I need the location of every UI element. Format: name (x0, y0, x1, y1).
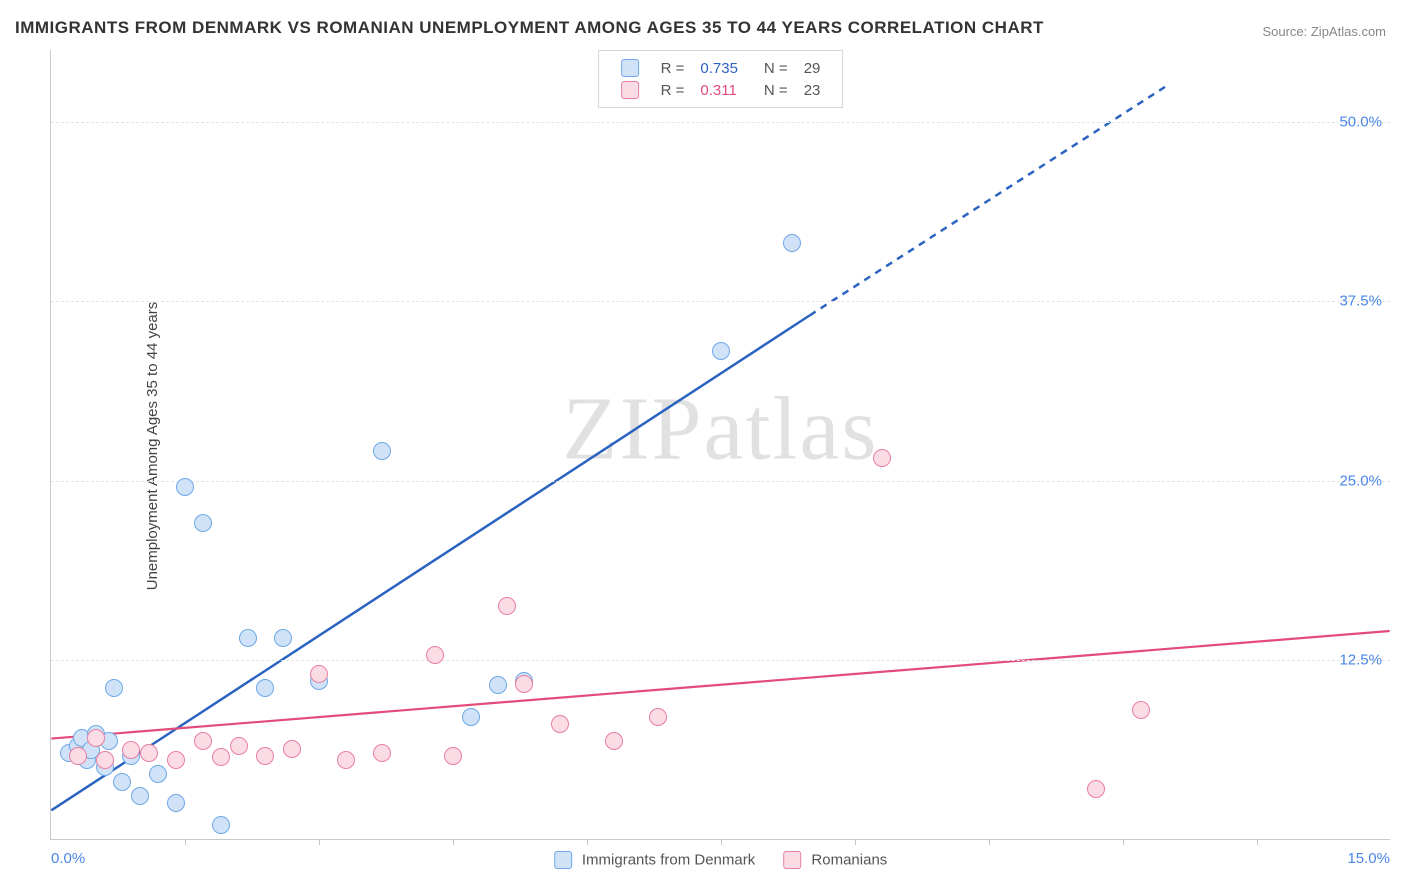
point-denmark (212, 816, 230, 834)
gridline-h (51, 660, 1390, 661)
point-romanian (1132, 701, 1150, 719)
x-tick-minor (855, 839, 856, 845)
point-romanian (87, 729, 105, 747)
point-romanian (444, 747, 462, 765)
source-attribution: Source: ZipAtlas.com (1262, 24, 1386, 39)
y-tick-label: 25.0% (1339, 472, 1382, 489)
point-denmark (239, 629, 257, 647)
x-tick-minor (185, 839, 186, 845)
point-romanian (230, 737, 248, 755)
correlation-legend: R =0.735N =29R =0.311N =23 (598, 50, 844, 108)
point-denmark (274, 629, 292, 647)
gridline-h (51, 481, 1390, 482)
point-romanian (873, 449, 891, 467)
point-romanian (551, 715, 569, 733)
point-denmark (105, 679, 123, 697)
point-romanian (283, 740, 301, 758)
legend-label: Romanians (807, 852, 887, 869)
gridline-h (51, 301, 1390, 302)
legend-swatch (554, 851, 572, 869)
x-axis-min-label: 0.0% (51, 850, 85, 867)
point-romanian (498, 597, 516, 615)
gridline-h (51, 122, 1390, 123)
point-romanian (649, 708, 667, 726)
point-romanian (167, 751, 185, 769)
point-denmark (462, 708, 480, 726)
legend-row: R =0.735N =29 (613, 57, 829, 79)
point-romanian (140, 744, 158, 762)
x-tick-minor (587, 839, 588, 845)
point-denmark (149, 765, 167, 783)
x-tick-minor (989, 839, 990, 845)
point-romanian (1087, 780, 1105, 798)
x-tick-minor (1257, 839, 1258, 845)
point-denmark (783, 234, 801, 252)
y-tick-label: 37.5% (1339, 293, 1382, 310)
x-tick-minor (319, 839, 320, 845)
x-tick-minor (721, 839, 722, 845)
point-romanian (212, 748, 230, 766)
series-legend: Immigrants from Denmark Romanians (554, 851, 888, 869)
point-denmark (113, 773, 131, 791)
chart-title: IMMIGRANTS FROM DENMARK VS ROMANIAN UNEM… (15, 18, 1044, 38)
x-tick-minor (453, 839, 454, 845)
legend-label: Immigrants from Denmark (578, 852, 756, 869)
watermark: ZIPatlas (563, 377, 879, 480)
trend-lines (51, 50, 1390, 839)
point-romanian (69, 747, 87, 765)
point-romanian (426, 646, 444, 664)
point-denmark (167, 794, 185, 812)
point-denmark (373, 442, 391, 460)
point-romanian (337, 751, 355, 769)
y-tick-label: 12.5% (1339, 652, 1382, 669)
point-romanian (515, 675, 533, 693)
point-denmark (131, 787, 149, 805)
point-denmark (489, 676, 507, 694)
point-denmark (176, 478, 194, 496)
point-romanian (96, 751, 114, 769)
legend-swatch (783, 851, 801, 869)
point-romanian (310, 665, 328, 683)
point-romanian (256, 747, 274, 765)
point-denmark (256, 679, 274, 697)
point-romanian (373, 744, 391, 762)
point-romanian (194, 732, 212, 750)
point-romanian (605, 732, 623, 750)
legend-row: R =0.311N =23 (613, 79, 829, 101)
x-tick-minor (1123, 839, 1124, 845)
point-denmark (194, 514, 212, 532)
x-axis-max-label: 15.0% (1347, 850, 1390, 867)
point-romanian (122, 741, 140, 759)
point-denmark (712, 342, 730, 360)
y-tick-label: 50.0% (1339, 113, 1382, 130)
plot-area: ZIPatlas R =0.735N =29R =0.311N =23 Immi… (50, 50, 1390, 840)
